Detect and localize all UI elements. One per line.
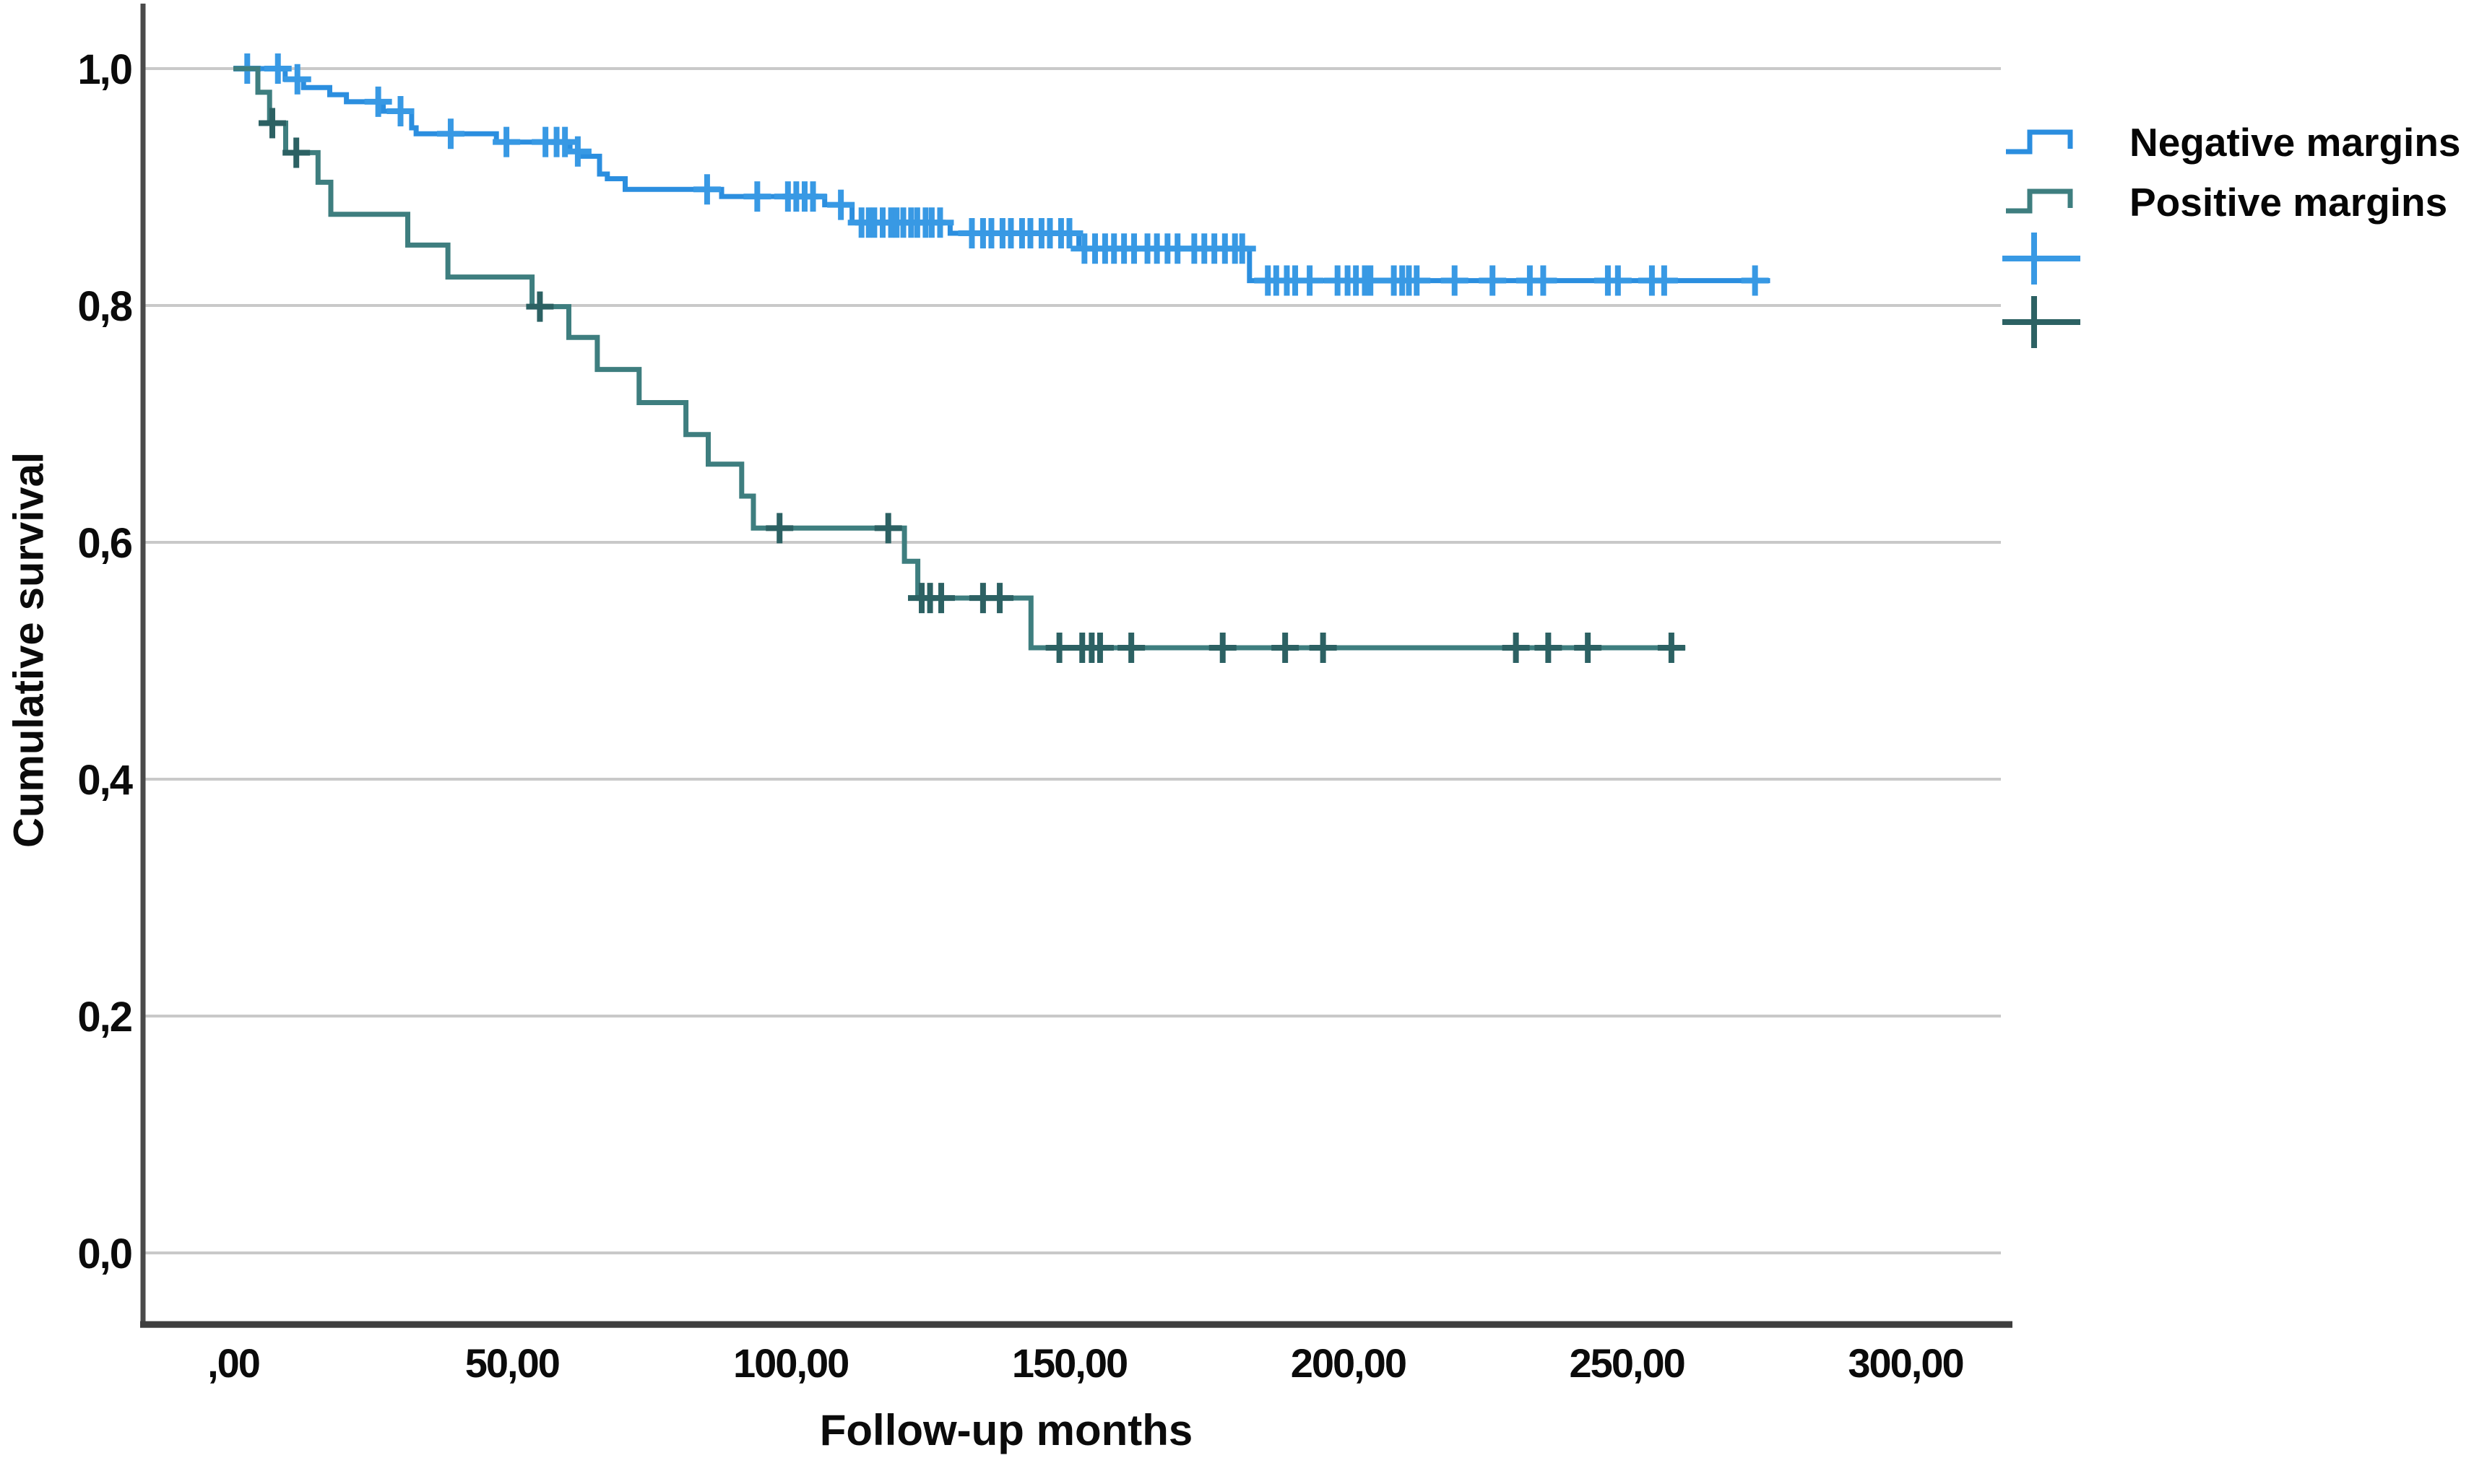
y-tick-label: 0,2 bbox=[77, 994, 131, 1041]
y-tick-label: 0,8 bbox=[77, 283, 131, 330]
x-axis-title: Follow-up months bbox=[819, 1406, 1193, 1454]
survival-curve-negative-margins bbox=[233, 66, 1770, 284]
x-tick-label: ,00 bbox=[207, 1340, 259, 1386]
y-tick-labels: 0,0 0,2 0,4 0,6 0,8 1,0 bbox=[77, 46, 134, 1277]
legend-censor-sample-negative-margins bbox=[2002, 233, 2080, 285]
x-tick-label: 300,00 bbox=[1848, 1340, 1963, 1386]
x-tick-label: 50,00 bbox=[465, 1340, 559, 1386]
censor-marks-positive-margins bbox=[259, 108, 1685, 663]
gridlines bbox=[143, 67, 2001, 1254]
y-tick-label: 0,6 bbox=[77, 520, 131, 567]
x-tick-label: 200,00 bbox=[1291, 1340, 1406, 1386]
y-tick-label: 0,0 bbox=[77, 1231, 131, 1277]
x-tick-labels: ,00 50,00 100,00 150,00 200,00 250,00 300,00 bbox=[207, 1340, 1965, 1386]
legend-label-positive-margins: Positive margins bbox=[2129, 180, 2448, 225]
legend-label-negative-margins: Negative margins bbox=[2129, 120, 2461, 165]
legend: Negative margins Positive margins bbox=[1999, 101, 2473, 412]
y-tick-label: 1,0 bbox=[77, 46, 131, 93]
legend-censor-sample-positive-margins bbox=[2002, 296, 2080, 348]
x-tick-label: 100,00 bbox=[733, 1340, 848, 1386]
y-tick-label: 0,4 bbox=[77, 757, 132, 804]
legend-line-sample-positive-margins bbox=[2006, 188, 2073, 214]
censor-marks-negative-margins bbox=[233, 53, 1769, 296]
x-tick-label: 250,00 bbox=[1570, 1340, 1684, 1386]
y-axis-title: Cumulative survival bbox=[5, 452, 53, 848]
x-tick-label: 150,00 bbox=[1012, 1340, 1127, 1386]
survival-curve-positive-margins bbox=[233, 66, 1686, 651]
legend-line-sample-negative-margins bbox=[2006, 129, 2073, 155]
